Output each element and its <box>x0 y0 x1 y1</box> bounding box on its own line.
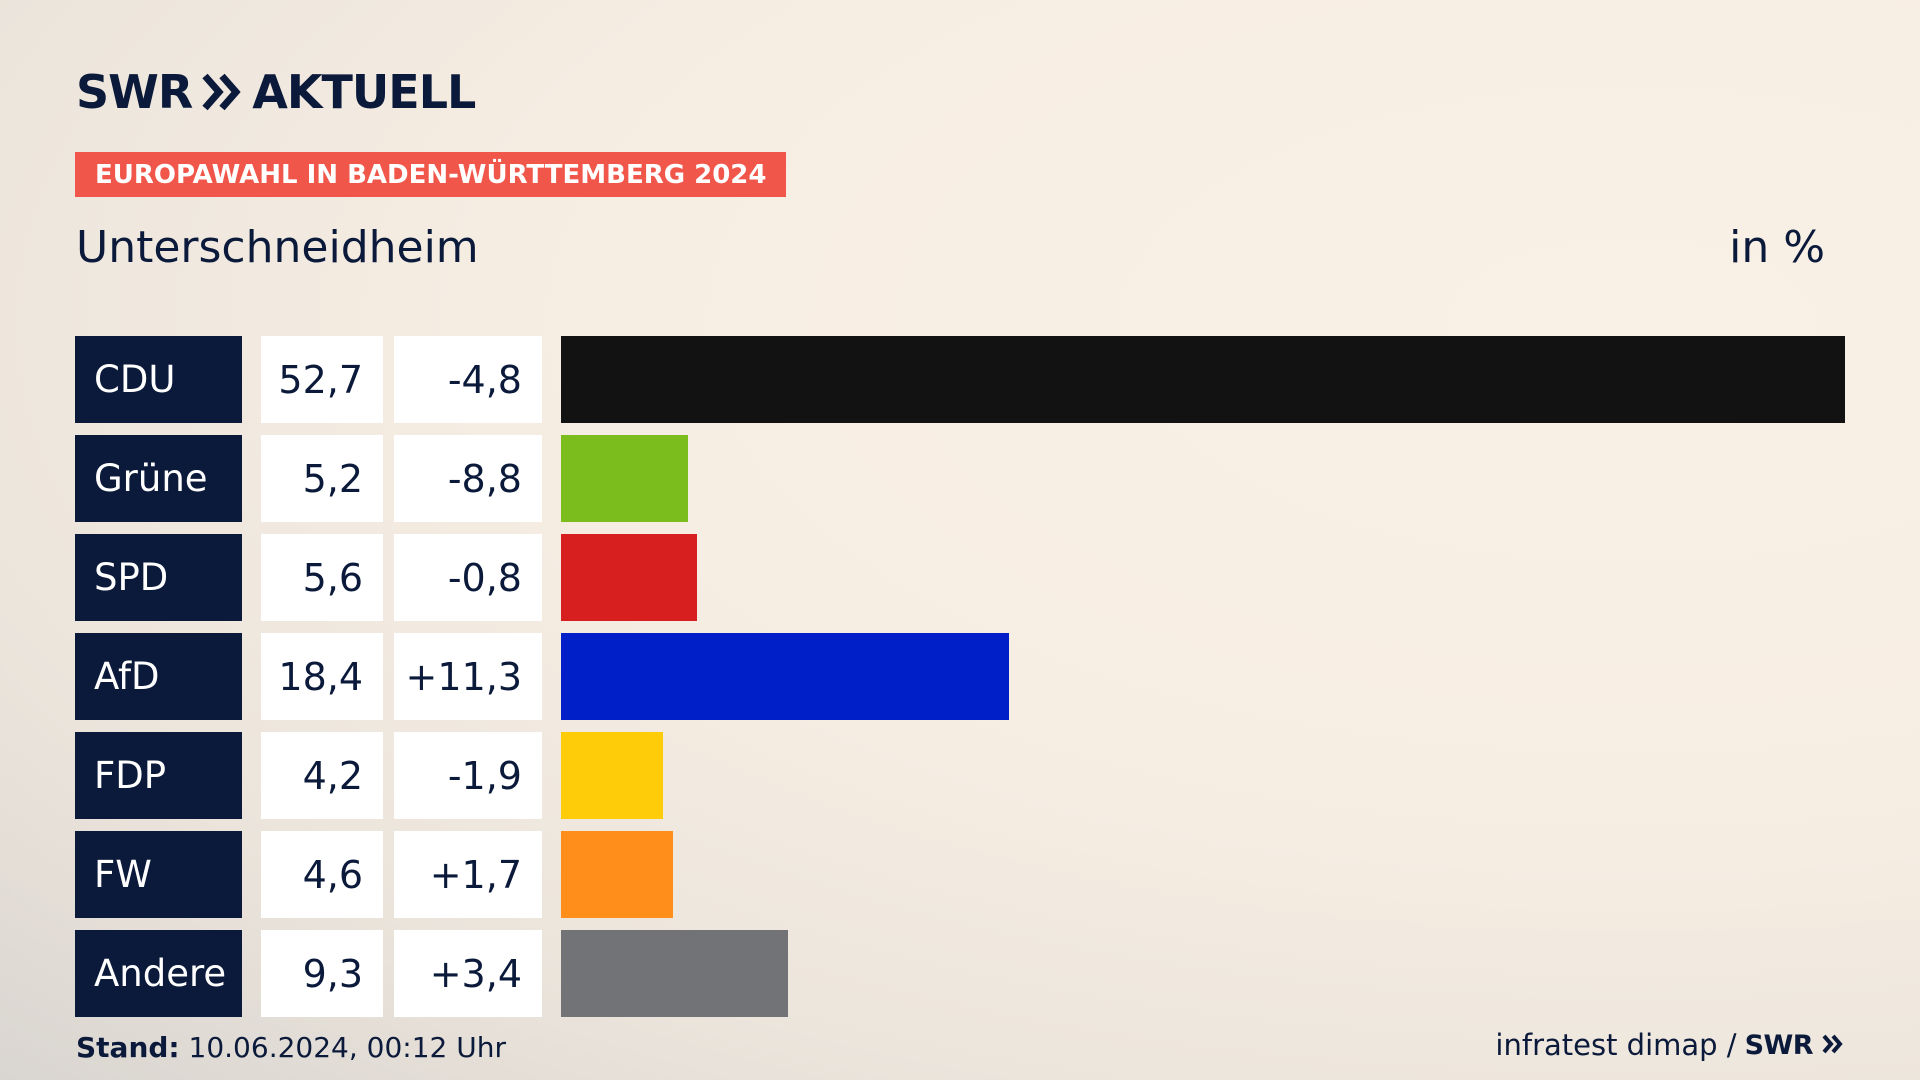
logo-aktuell-text: AKTUELL <box>252 65 476 119</box>
result-bar <box>561 534 697 621</box>
source-text: infratest dimap / <box>1495 1028 1737 1062</box>
source-swr-logo: SWR <box>1745 1030 1844 1061</box>
party-label: Grüne <box>75 435 242 522</box>
party-label: FDP <box>75 732 242 819</box>
change-value: +11,3 <box>394 633 542 720</box>
stand-value: 10.06.2024, 00:12 Uhr <box>188 1031 506 1064</box>
vote-share-value: 52,7 <box>261 336 383 423</box>
change-value: +1,7 <box>394 831 542 918</box>
page-title: Unterschneidheim <box>76 222 479 273</box>
result-row: SPD 5,6 -0,8 <box>75 534 1845 621</box>
unit-label: in % <box>1729 222 1825 273</box>
stand-label: Stand: <box>76 1031 180 1064</box>
change-value: -0,8 <box>394 534 542 621</box>
result-row: AfD 18,4 +11,3 <box>75 633 1845 720</box>
party-label: FW <box>75 831 242 918</box>
result-bar <box>561 930 788 1017</box>
party-label: Andere <box>75 930 242 1017</box>
result-row: Andere 9,3 +3,4 <box>75 930 1845 1017</box>
change-value: -8,8 <box>394 435 542 522</box>
timestamp: Stand: 10.06.2024, 00:12 Uhr <box>76 1031 506 1064</box>
change-value: -1,9 <box>394 732 542 819</box>
election-badge: EUROPAWAHL IN BADEN-WÜRTTEMBERG 2024 <box>75 152 787 197</box>
swr-aktuell-logo: SWR AKTUELL <box>76 65 476 119</box>
source-credit: infratest dimap / SWR <box>1495 1028 1844 1062</box>
party-label: CDU <box>75 336 242 423</box>
double-chevron-icon <box>1822 1034 1843 1053</box>
result-bar <box>561 633 1009 720</box>
result-bar <box>561 732 663 819</box>
vote-share-value: 5,2 <box>261 435 383 522</box>
result-bar <box>561 831 673 918</box>
double-chevron-icon <box>202 73 241 111</box>
result-bar <box>561 435 688 522</box>
result-row: FDP 4,2 -1,9 <box>75 732 1845 819</box>
party-label: SPD <box>75 534 242 621</box>
vote-share-value: 5,6 <box>261 534 383 621</box>
vote-share-value: 4,6 <box>261 831 383 918</box>
change-value: -4,8 <box>394 336 542 423</box>
result-row: CDU 52,7 -4,8 <box>75 336 1845 423</box>
result-row: Grüne 5,2 -8,8 <box>75 435 1845 522</box>
source-swr-text: SWR <box>1744 1029 1814 1061</box>
change-value: +3,4 <box>394 930 542 1017</box>
vote-share-value: 18,4 <box>261 633 383 720</box>
party-label: AfD <box>75 633 242 720</box>
result-row: FW 4,6 +1,7 <box>75 831 1845 918</box>
result-bar <box>561 336 1845 423</box>
logo-swr-text: SWR <box>76 65 193 119</box>
vote-share-value: 9,3 <box>261 930 383 1017</box>
vote-share-value: 4,2 <box>261 732 383 819</box>
